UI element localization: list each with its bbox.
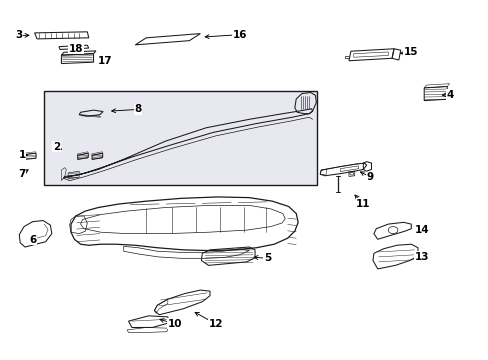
- Text: 9: 9: [366, 172, 373, 182]
- Text: 3: 3: [16, 30, 23, 40]
- Bar: [44, 91, 317, 185]
- Text: 7: 7: [19, 168, 26, 179]
- Text: 13: 13: [414, 252, 428, 262]
- Text: 14: 14: [414, 225, 428, 235]
- Text: 15: 15: [403, 47, 418, 57]
- Text: 2: 2: [53, 142, 60, 152]
- Text: 11: 11: [355, 199, 370, 209]
- Text: 6: 6: [29, 235, 36, 245]
- Text: 1: 1: [19, 150, 26, 159]
- Text: 16: 16: [232, 30, 246, 40]
- Text: 17: 17: [98, 56, 113, 66]
- Text: 12: 12: [208, 319, 223, 329]
- Text: 10: 10: [167, 319, 182, 329]
- Text: 5: 5: [264, 253, 270, 263]
- Text: 8: 8: [134, 104, 142, 114]
- Text: 18: 18: [68, 44, 83, 54]
- Text: 4: 4: [446, 90, 453, 100]
